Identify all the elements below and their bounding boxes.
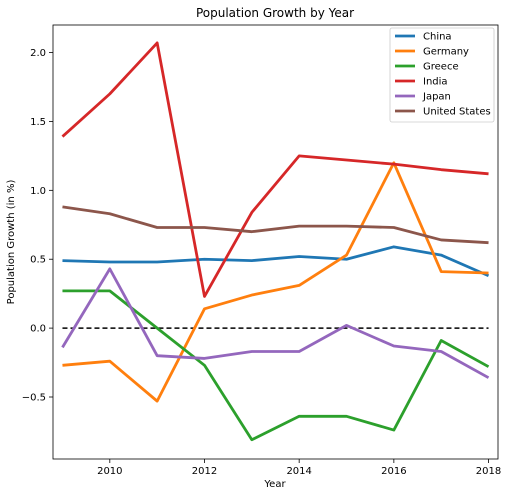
y-tick-label: 2.0 [30, 48, 46, 59]
legend-label-greece: Greece [423, 62, 459, 73]
chart-title: Population Growth by Year [196, 6, 354, 20]
series-line-india [61, 41, 489, 298]
series-line-united-states [62, 205, 489, 245]
legend-label-germany: Germany [423, 47, 469, 58]
y-axis: −0.5 0.0 0.5 1.0 1.5 2.0 [22, 48, 53, 404]
legend-label-japan: Japan [422, 92, 451, 103]
legend-label-india: India [423, 77, 448, 88]
legend: China Germany Greece India Japan United State… [389, 27, 495, 123]
legend-label-china: China [423, 32, 452, 43]
series-line-japan [61, 267, 490, 379]
series-line-greece [62, 289, 490, 442]
series-line-china [62, 245, 490, 278]
y-tick-label: 0.0 [30, 324, 46, 335]
y-tick-label: 1.5 [30, 117, 46, 128]
x-tick-label: 2010 [97, 466, 122, 477]
x-axis-title: Year [263, 479, 286, 490]
series-line-germany [62, 161, 489, 403]
series-lines [61, 41, 490, 442]
y-tick-label: −0.5 [22, 393, 46, 404]
y-tick-label: 0.5 [30, 255, 46, 266]
y-axis-title: Population Growth (in %) [6, 180, 17, 305]
legend-label-united-states: United States [423, 107, 491, 118]
x-tick-label: 2016 [381, 466, 406, 477]
x-tick-label: 2014 [286, 466, 311, 477]
x-tick-label: 2012 [192, 466, 217, 477]
legend-items: China Germany Greece India Japan United State… [395, 32, 491, 118]
plot-frame [52, 24, 499, 460]
legend-box [389, 27, 495, 123]
plot-area: −0.5 0.0 0.5 1.0 1.5 2.0 2010 2012 2014 2016 2018 [22, 24, 501, 477]
x-axis: 2010 2012 2014 2016 2018 [97, 459, 501, 477]
y-tick-label: 1.0 [30, 186, 46, 197]
x-tick-label: 2018 [476, 466, 501, 477]
